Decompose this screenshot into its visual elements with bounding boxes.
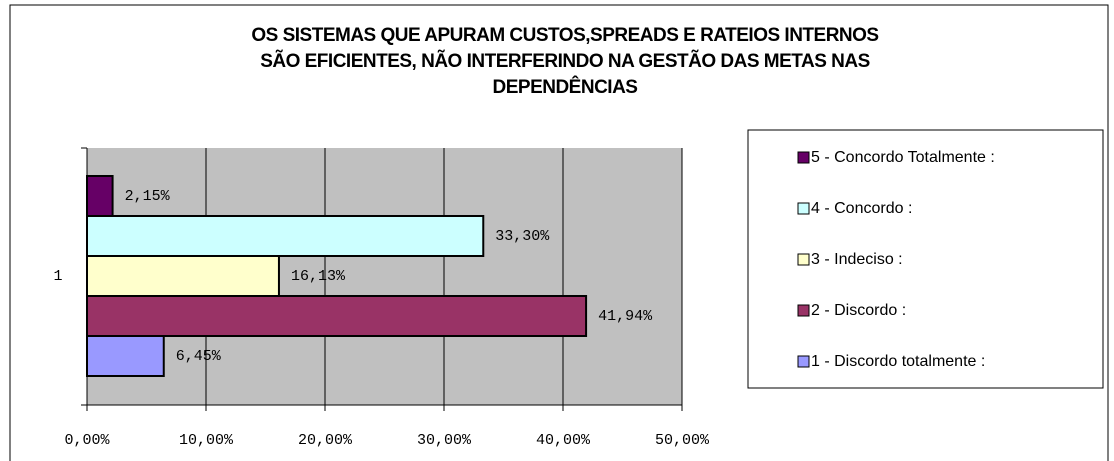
bar bbox=[86, 335, 165, 377]
data-label: 41,94% bbox=[598, 308, 653, 325]
legend-swatch bbox=[797, 253, 810, 266]
legend-swatch bbox=[797, 304, 810, 317]
bar bbox=[86, 295, 588, 337]
legend-swatch bbox=[797, 151, 810, 164]
chart-title: OS SISTEMAS QUE APURAM CUSTOS,SPREADS E … bbox=[251, 25, 878, 46]
x-tick-label: 0,00% bbox=[64, 432, 110, 449]
chart-title: DEPENDÊNCIAS bbox=[493, 76, 638, 98]
bar bbox=[86, 215, 485, 257]
x-tick-label: 10,00% bbox=[179, 432, 234, 449]
data-label: 2,15% bbox=[125, 188, 171, 205]
data-label: 33,30% bbox=[495, 228, 550, 245]
legend-label: 5 - Concordo Totalmente : bbox=[811, 149, 995, 166]
x-tick-label: 50,00% bbox=[655, 432, 710, 449]
bar bbox=[86, 255, 280, 297]
bar bbox=[86, 175, 114, 217]
legend-swatch bbox=[797, 202, 810, 215]
data-label: 16,13% bbox=[291, 268, 346, 285]
x-tick-label: 20,00% bbox=[298, 432, 353, 449]
legend bbox=[747, 129, 1104, 389]
data-label: 6,45% bbox=[176, 348, 222, 365]
x-tick-label: 40,00% bbox=[536, 432, 591, 449]
legend-label: 1 - Discordo totalmente : bbox=[811, 353, 985, 370]
legend-label: 2 - Discordo : bbox=[811, 302, 906, 319]
legend-swatch bbox=[797, 355, 810, 368]
legend-label: 3 - Indeciso : bbox=[811, 251, 903, 268]
chart-title: SÃO EFICIENTES, NÃO INTERFERINDO NA GEST… bbox=[260, 50, 870, 72]
x-tick-label: 30,00% bbox=[417, 432, 472, 449]
y-tick-label: 1 bbox=[53, 268, 62, 285]
legend-label: 4 - Concordo : bbox=[811, 200, 912, 217]
